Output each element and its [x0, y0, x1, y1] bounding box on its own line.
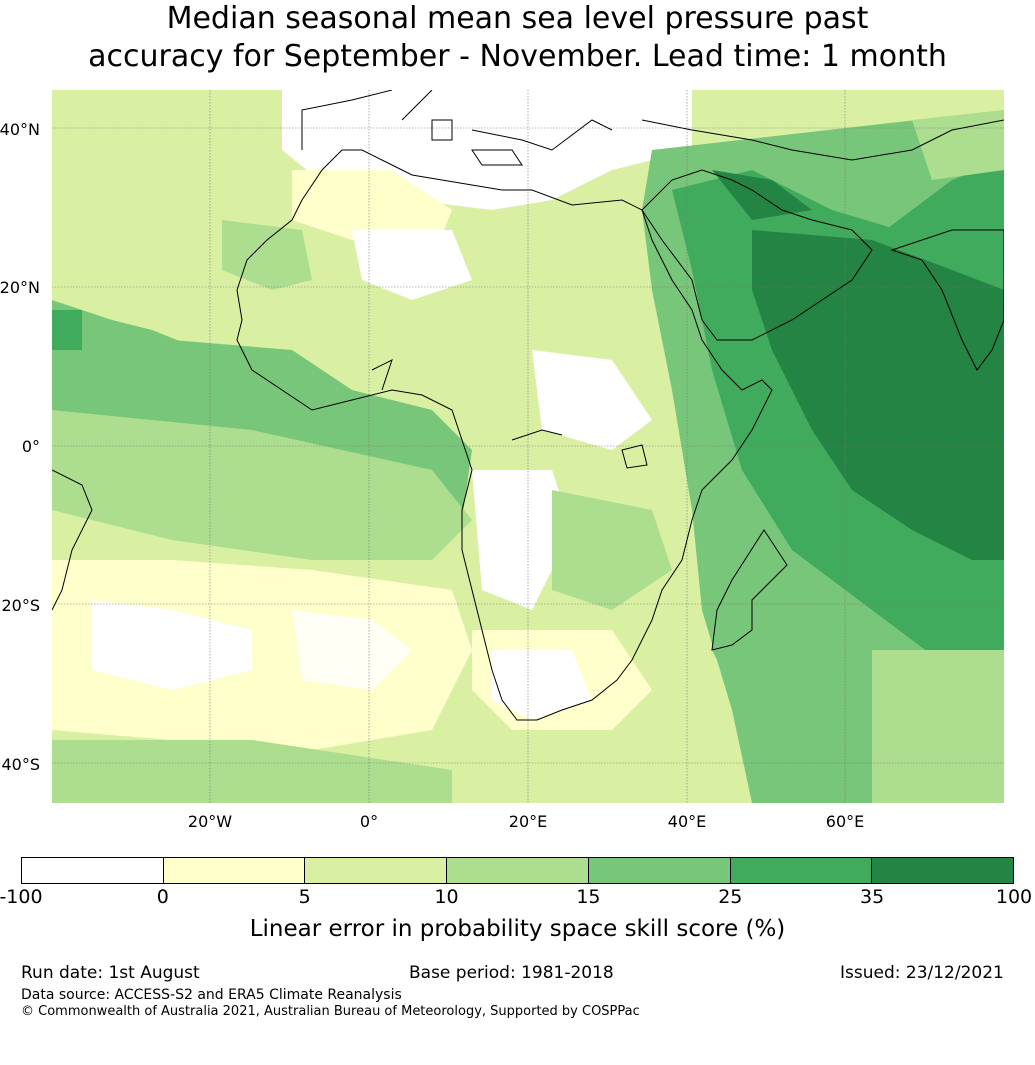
skill-region [52, 740, 452, 803]
colorbar-segment [22, 858, 164, 883]
colorbar-tick-label: 5 [298, 886, 311, 908]
skill-region [52, 560, 472, 750]
lon-label-20e: 20°E [508, 812, 548, 831]
colorbar-tick-label: 35 [860, 886, 885, 908]
colorbar-tick-label: 25 [718, 886, 743, 908]
coastlines [52, 90, 1004, 721]
colorbar-segment [730, 858, 873, 883]
skill-region [912, 110, 1004, 180]
colorbar-segment [588, 858, 731, 883]
skill-region [52, 170, 352, 360]
colorbar-segment [872, 858, 1014, 883]
lat-label-20s: 20°S [1, 596, 40, 615]
lon-label-40e: 40°E [667, 812, 707, 831]
skill-region [52, 300, 272, 410]
skill-region [752, 230, 1004, 560]
colorbar-tick-label: 15 [576, 886, 601, 908]
skill-region [872, 650, 1004, 803]
base-period: Base period: 1981-2018 [409, 963, 614, 983]
skill-region [92, 600, 252, 690]
lat-label-40s: 40°S [1, 755, 40, 774]
colorbar-label: Linear error in probability space skill … [249, 916, 786, 942]
colorbar-tick-label: -100 [0, 886, 43, 908]
skill-region [492, 650, 592, 720]
skill-map [52, 90, 1004, 803]
lon-label-20w: 20°W [187, 812, 233, 831]
skill-region [222, 220, 312, 290]
skill-region [472, 470, 572, 610]
skill-region [712, 570, 852, 730]
data-source: Data source: ACCESS-S2 and ERA5 Climate … [21, 987, 402, 1003]
skill-region [532, 350, 652, 450]
colorbar-segment [447, 858, 589, 883]
lon-label-0: 0° [359, 812, 379, 831]
skill-region [872, 160, 1004, 260]
skill-region [52, 310, 82, 350]
map-title: Median seasonal mean sea level pressure … [0, 0, 1035, 76]
colorbar-segment [163, 858, 306, 883]
title-line-1: Median seasonal mean sea level pressure … [166, 1, 869, 36]
lat-label-0: 0° [21, 437, 40, 456]
issued-date: Issued: 23/12/2021 [840, 963, 1004, 983]
colorbar-segment [305, 858, 448, 883]
copyright: © Commonwealth of Australia 2021, Austra… [21, 1004, 640, 1019]
skill-map-svg [52, 90, 1004, 803]
colorbar [21, 857, 1014, 884]
skill-region [52, 410, 472, 560]
graticule [52, 90, 1004, 803]
title-line-2: accuracy for September - November. Lead … [88, 39, 947, 74]
lat-label-40n: 40°N [0, 120, 40, 139]
skill-region [292, 610, 412, 690]
run-date: Run date: 1st August [21, 963, 200, 983]
lon-label-60e: 60°E [825, 812, 865, 831]
colorbar-tick-label: 0 [156, 886, 169, 908]
skill-region [352, 230, 472, 300]
skill-region [552, 490, 672, 610]
colorbar-tick-label: 10 [434, 886, 459, 908]
lat-label-20n: 20°N [0, 278, 40, 297]
colorbar-tick-label: 100 [995, 886, 1033, 908]
